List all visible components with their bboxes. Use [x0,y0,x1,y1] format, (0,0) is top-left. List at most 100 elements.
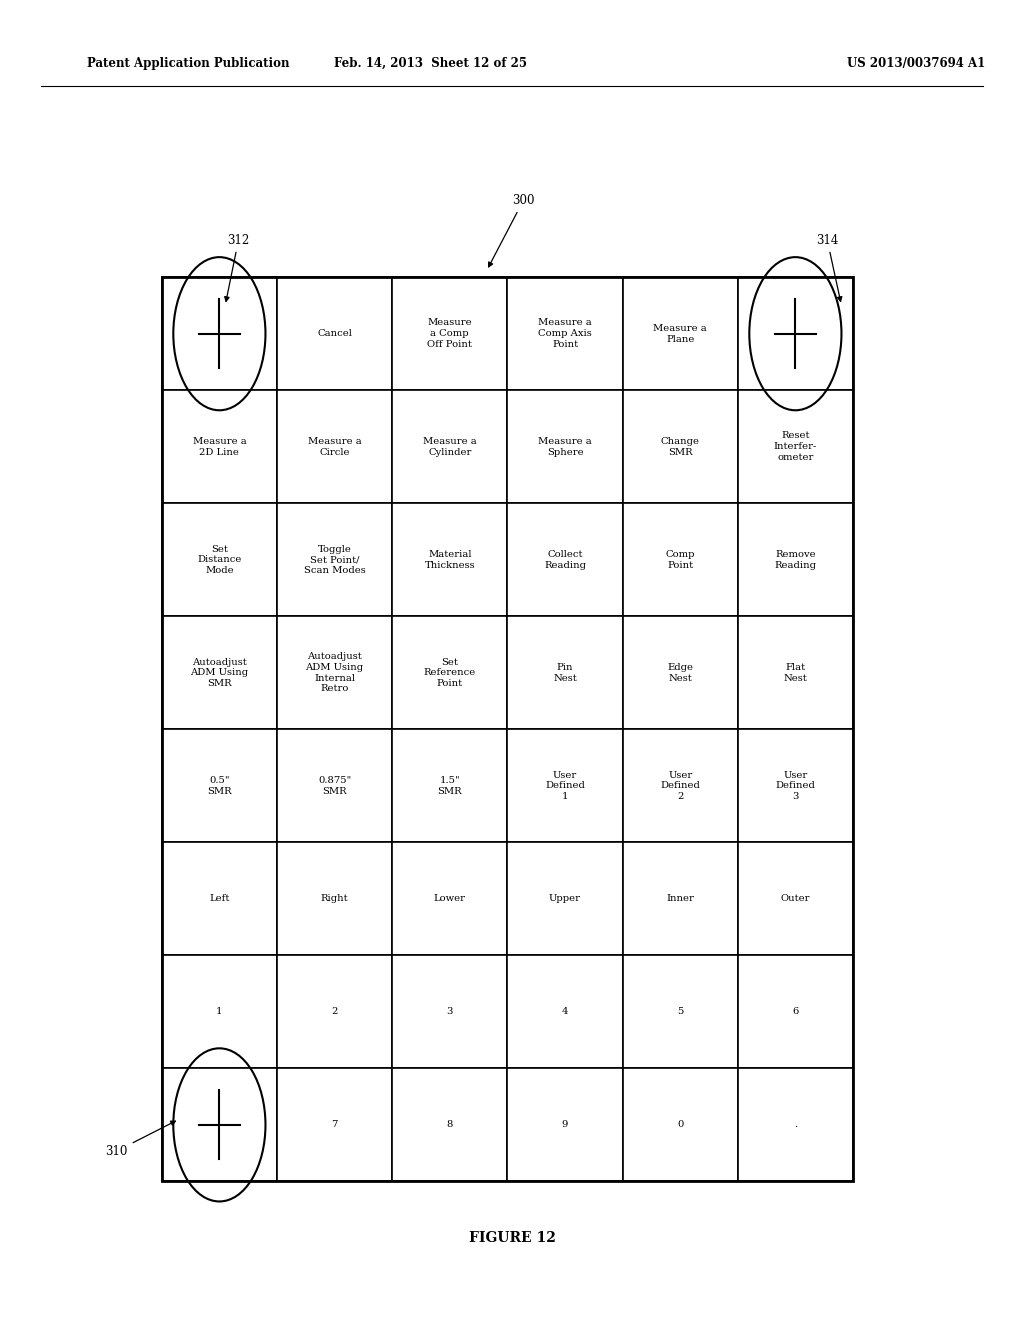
Text: Patent Application Publication: Patent Application Publication [87,57,290,70]
Bar [737,729,853,842]
Bar [623,956,737,1068]
Text: User
Defined
3: User Defined 3 [775,771,815,801]
Bar [508,729,623,842]
Text: Right: Right [321,895,348,903]
Bar [162,503,276,616]
Bar [623,616,737,729]
Bar [508,616,623,729]
Text: Toggle
Set Point/
Scan Modes: Toggle Set Point/ Scan Modes [304,545,366,576]
Bar [508,503,623,616]
Text: US 2013/0037694 A1: US 2013/0037694 A1 [847,57,986,70]
Bar [737,956,853,1068]
Bar [392,616,508,729]
Text: .: . [794,1121,797,1130]
Bar [276,616,392,729]
Bar [162,391,276,503]
Text: Upper: Upper [549,895,581,903]
Bar [392,277,508,391]
Bar [162,616,276,729]
Text: Measure a
2D Line: Measure a 2D Line [193,437,246,457]
Bar [276,503,392,616]
Bar [392,1068,508,1181]
Text: Feb. 14, 2013  Sheet 12 of 25: Feb. 14, 2013 Sheet 12 of 25 [334,57,526,70]
Text: Outer: Outer [780,895,810,903]
Bar [737,503,853,616]
Bar [276,842,392,956]
Bar [276,729,392,842]
Text: Edge
Nest: Edge Nest [668,663,693,682]
Bar [508,277,623,391]
Text: 5: 5 [677,1007,683,1016]
Bar [162,729,276,842]
Text: Remove
Reading: Remove Reading [774,550,816,570]
Text: Measure a
Sphere: Measure a Sphere [539,437,592,457]
Bar [737,1068,853,1181]
Text: 0.5"
SMR: 0.5" SMR [207,776,231,796]
Bar [276,956,392,1068]
Text: Collect
Reading: Collect Reading [544,550,586,570]
Bar [623,391,737,503]
Text: Lower: Lower [434,895,466,903]
Text: 1.5"
SMR: 1.5" SMR [437,776,462,796]
Text: Comp
Point: Comp Point [666,550,695,570]
Bar [276,1068,392,1181]
Text: 2: 2 [332,1007,338,1016]
Bar [162,277,853,1181]
Text: 310: 310 [105,1121,175,1158]
Bar [623,1068,737,1181]
Text: Pin
Nest: Pin Nest [553,663,577,682]
Bar [737,616,853,729]
Text: 4: 4 [562,1007,568,1016]
Text: Flat
Nest: Flat Nest [783,663,807,682]
Text: User
Defined
1: User Defined 1 [545,771,585,801]
Bar [508,391,623,503]
Text: 300: 300 [488,194,535,267]
Text: 312: 312 [224,234,250,301]
Text: 0: 0 [677,1121,683,1130]
Text: 3: 3 [446,1007,453,1016]
Bar [392,391,508,503]
Text: 8: 8 [446,1121,453,1130]
Text: FIGURE 12: FIGURE 12 [469,1232,555,1245]
Text: 6: 6 [793,1007,799,1016]
Bar [392,842,508,956]
Text: Measure
a Comp
Off Point: Measure a Comp Off Point [427,318,472,348]
Bar [737,842,853,956]
Text: Cancel: Cancel [317,329,352,338]
Text: Material
Thickness: Material Thickness [425,550,475,570]
Text: Measure a
Cylinder: Measure a Cylinder [423,437,476,457]
Text: 1: 1 [216,1007,222,1016]
Text: Measure a
Comp Axis
Point: Measure a Comp Axis Point [539,318,592,348]
Text: Set
Reference
Point: Set Reference Point [424,657,476,688]
Bar [737,277,853,391]
Text: Measure a
Circle: Measure a Circle [308,437,361,457]
Bar [623,842,737,956]
Bar [623,277,737,391]
Bar [508,842,623,956]
Bar [623,503,737,616]
Text: Reset
Interfer-
ometer: Reset Interfer- ometer [774,432,817,462]
Bar [508,956,623,1068]
Text: Measure a
Plane: Measure a Plane [653,323,707,343]
Bar [276,277,392,391]
Bar [737,391,853,503]
Bar [392,729,508,842]
Text: 9: 9 [562,1121,568,1130]
Text: Change
SMR: Change SMR [660,437,699,457]
Bar [392,956,508,1068]
Text: Autoadjust
ADM Using
SMR: Autoadjust ADM Using SMR [190,657,249,688]
Text: Set
Distance
Mode: Set Distance Mode [198,545,242,576]
Bar [162,956,276,1068]
Bar [162,277,276,391]
Text: User
Defined
2: User Defined 2 [660,771,700,801]
Bar [276,391,392,503]
Text: Inner: Inner [667,895,694,903]
Text: 7: 7 [332,1121,338,1130]
Bar [162,842,276,956]
Text: 0.875"
SMR: 0.875" SMR [318,776,351,796]
Bar [392,503,508,616]
Text: 314: 314 [816,234,842,301]
Text: Autoadjust
ADM Using
Internal
Retro: Autoadjust ADM Using Internal Retro [305,652,364,693]
Text: Left: Left [209,895,229,903]
Bar [162,1068,276,1181]
